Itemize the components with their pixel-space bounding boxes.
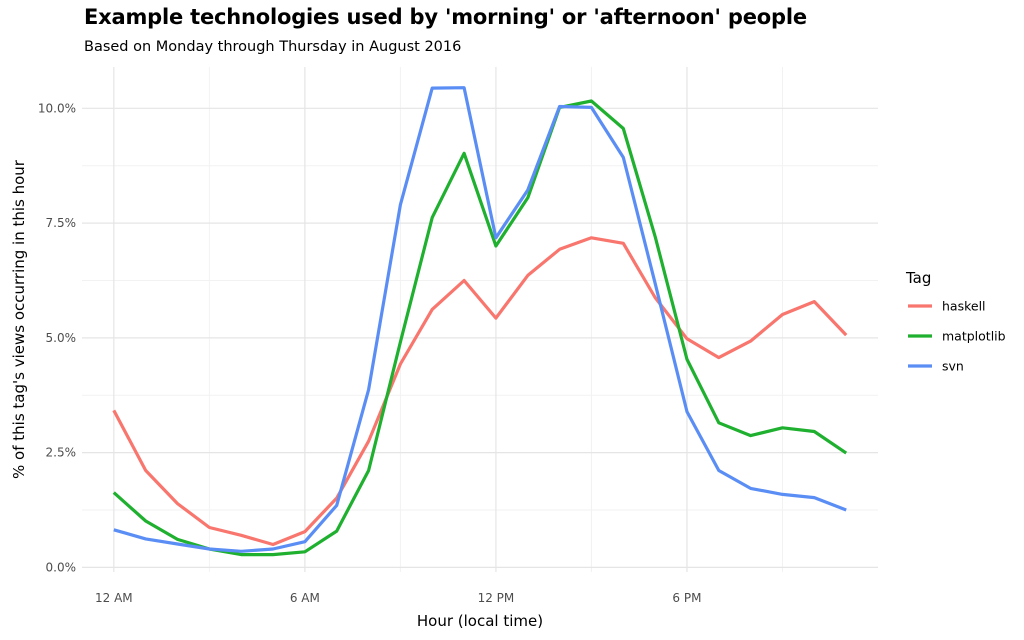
y-tick-label: 10.0%: [38, 101, 76, 115]
y-axis-ticks: 0.0% 2.5% 5.0% 7.5% 10.0%: [38, 101, 76, 574]
y-tick-label: 2.5%: [46, 446, 77, 460]
y-axis-title: % of this tag's views occurring in this …: [10, 159, 28, 479]
y-tick-label: 0.0%: [46, 560, 77, 574]
legend-label-svn: svn: [942, 359, 964, 374]
x-axis-title: Hour (local time): [417, 612, 543, 630]
minor-gridlines: [82, 67, 878, 572]
legend-label-matplotlib: matplotlib: [942, 329, 1006, 344]
legend-label-haskell: haskell: [942, 299, 986, 314]
series-line-haskell: [112, 236, 848, 547]
legend: Tag haskell matplotlib svn: [905, 269, 1006, 374]
legend-title: Tag: [905, 269, 931, 287]
x-tick-label: 12 PM: [478, 591, 515, 605]
x-axis-ticks: 12 AM 6 AM 12 PM 6 PM: [95, 591, 701, 605]
major-gridlines: [82, 67, 878, 572]
series-lines: [112, 86, 848, 557]
x-tick-label: 6 AM: [290, 591, 320, 605]
chart-subtitle: Based on Monday through Thursday in Augu…: [84, 39, 462, 55]
y-tick-label: 7.5%: [46, 216, 77, 230]
series-line-matplotlib: [112, 99, 848, 557]
chart-title: Example technologies used by 'morning' o…: [84, 5, 807, 29]
y-tick-label: 5.0%: [46, 331, 77, 345]
series-line-svn: [113, 86, 847, 553]
x-tick-label: 12 AM: [95, 591, 133, 605]
x-tick-label: 6 PM: [672, 591, 701, 605]
